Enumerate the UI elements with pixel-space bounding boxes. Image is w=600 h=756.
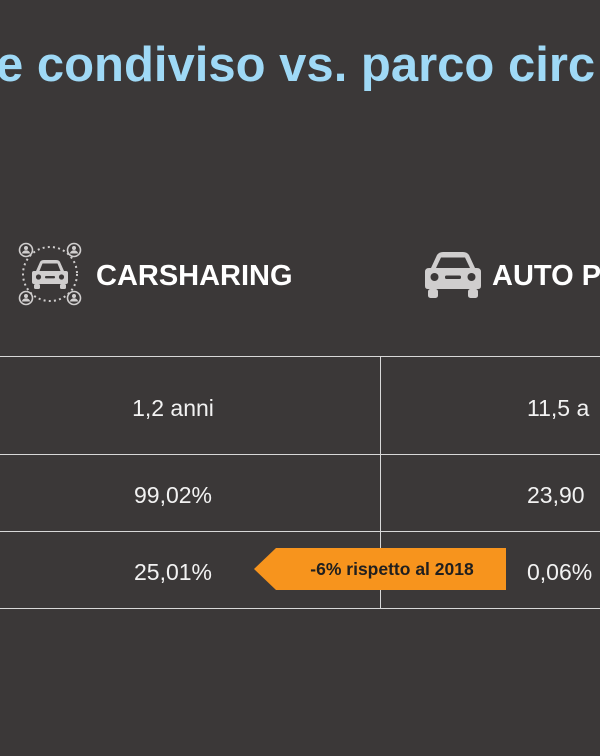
table-cell-auto: 11,5 a: [527, 395, 590, 421]
table-cell-carsharing: 25,01%: [133, 559, 212, 585]
callout-text: -6% rispetto al 2018: [310, 559, 474, 579]
column-header-carsharing: CARSHARING: [14, 240, 293, 312]
column-header-auto-label: AUTO P: [492, 259, 600, 292]
table-divider: [0, 531, 600, 532]
table-cell-auto: 23,90: [527, 482, 585, 508]
slide-title: e condiviso vs. parco circ: [0, 30, 600, 100]
table-cell-auto: 0,06%: [527, 559, 593, 585]
column-header-carsharing-label: CARSHARING: [96, 259, 293, 292]
callout-arrow-shape: [254, 548, 506, 590]
table-column-divider: [380, 356, 381, 609]
carsharing-network-icon: [14, 238, 86, 315]
table-cell-carsharing: 99,02%: [133, 482, 212, 508]
table-cell-carsharing: 1,2 anni: [132, 395, 214, 421]
table-divider: [0, 454, 600, 455]
car-icon: [424, 248, 482, 305]
column-header-auto: AUTO P: [424, 240, 600, 312]
table-divider: [0, 356, 600, 357]
table-divider: [0, 608, 600, 609]
callout-arrow: -6% rispetto al 2018: [254, 548, 506, 590]
slide-title-text: e condiviso vs. parco circ: [0, 38, 596, 92]
